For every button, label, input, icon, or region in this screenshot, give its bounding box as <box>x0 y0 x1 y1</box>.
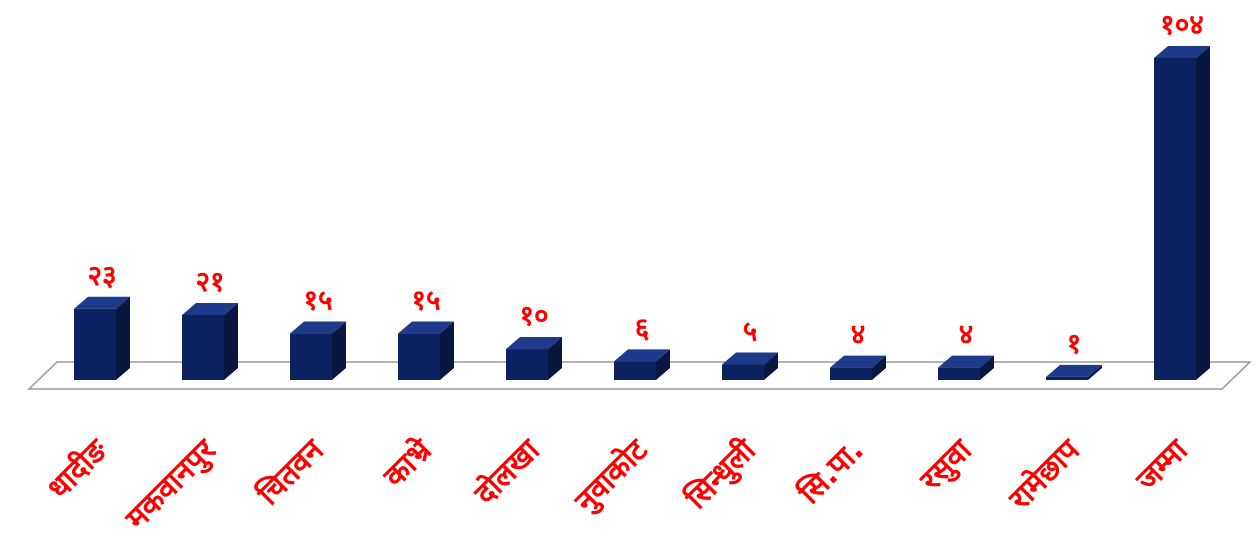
category-label: सि.पा. <box>791 432 871 512</box>
value-label: २१ <box>195 265 224 298</box>
bar-front <box>938 367 980 380</box>
bar <box>182 302 238 380</box>
bar-side <box>332 321 346 380</box>
bars-group <box>74 46 1210 380</box>
category-label: दोलखा <box>466 431 547 512</box>
bar-front <box>1046 376 1088 380</box>
bar-top <box>74 296 130 309</box>
bar <box>290 321 346 380</box>
value-label: १ <box>1067 327 1082 360</box>
bar <box>938 355 994 380</box>
bar-front <box>74 308 116 380</box>
bar-top <box>506 337 562 350</box>
value-label: ६ <box>635 311 650 344</box>
category-label: धादीङ <box>40 431 116 507</box>
bar-side <box>656 349 670 380</box>
bar-top <box>1154 46 1210 58</box>
bar-top <box>398 321 454 334</box>
bar-side <box>224 302 238 380</box>
bar-front <box>722 364 764 380</box>
bar-side <box>1088 364 1102 380</box>
bar-side <box>980 355 994 380</box>
value-label: ४ <box>851 318 866 351</box>
bar <box>74 296 130 380</box>
value-label: १०४ <box>1160 8 1204 41</box>
category-label: काभ्रे <box>376 431 440 495</box>
bar-top <box>722 352 778 365</box>
value-label: ४ <box>959 318 974 351</box>
value-label: १५ <box>303 284 332 317</box>
bar-front <box>830 367 872 380</box>
bar-front <box>290 333 332 380</box>
value-labels-group: २३ २१ १५ १५ १० ६ ५ ४ ४ १ १०४ <box>87 8 1203 360</box>
bar <box>722 352 778 380</box>
bar-front <box>506 349 548 380</box>
category-label: रसुवा <box>913 432 980 499</box>
bar <box>830 355 886 380</box>
bar <box>506 337 562 380</box>
bar-side <box>764 352 778 380</box>
category-labels-group: धादीङ मकवानपुर चितवन काभ्रे दोलखा नुवाकोट सिन्… <box>40 431 1195 538</box>
category-label: मकवानपुर <box>118 432 224 538</box>
value-label: १५ <box>411 284 440 317</box>
category-label: नुवाकोट <box>567 431 657 521</box>
value-label: ५ <box>743 315 758 348</box>
bar-side <box>872 355 886 380</box>
bar-front <box>398 333 440 380</box>
bar-side <box>548 337 562 380</box>
bar <box>398 321 454 380</box>
bar-top <box>1046 364 1102 377</box>
bar-top <box>614 349 670 362</box>
bar-front <box>614 361 656 380</box>
bar-side <box>440 321 454 380</box>
bar-top <box>290 321 346 334</box>
bar <box>1154 46 1210 380</box>
bar-top <box>938 355 994 368</box>
value-label: १० <box>519 299 548 332</box>
bar-front <box>182 314 224 380</box>
bar-side <box>116 296 130 380</box>
bar <box>614 349 670 380</box>
bar-front <box>1154 58 1196 380</box>
bar-side <box>1196 46 1210 380</box>
bar-top <box>830 355 886 368</box>
value-label: २३ <box>87 259 116 292</box>
bar-top <box>182 302 238 315</box>
category-label: जम्मा <box>1129 432 1196 499</box>
category-label: रामेछाप <box>1001 432 1087 518</box>
category-label: चितवन <box>250 431 332 513</box>
category-label: सिन्धुली <box>678 431 764 517</box>
bar <box>1046 364 1102 380</box>
